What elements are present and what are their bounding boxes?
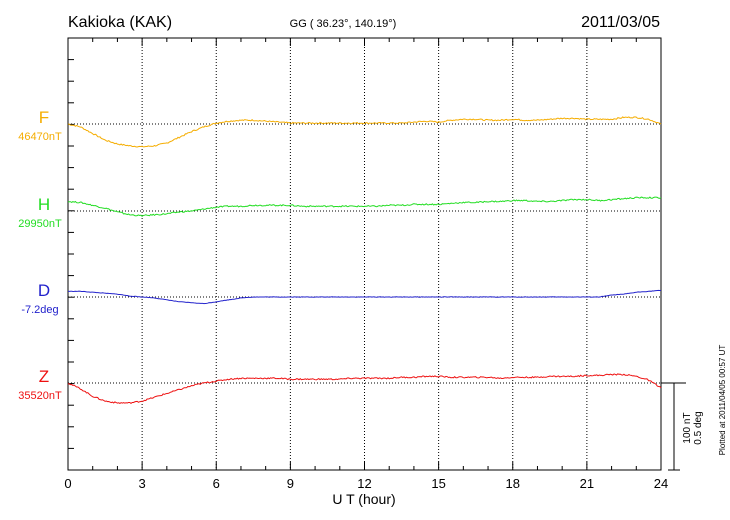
baseline-value-f: 46470nT — [18, 131, 62, 143]
x-tick-label: 18 — [506, 476, 520, 491]
station-title: Kakioka (KAK) — [68, 14, 172, 31]
plotted-timestamp: Plotted at 2011/04/05 00:57 UT — [718, 345, 727, 456]
series-name-f: F — [39, 108, 49, 127]
x-tick-label: 9 — [287, 476, 294, 491]
x-tick-label: 15 — [431, 476, 445, 491]
series-line-d — [67, 289, 662, 305]
baseline-value-z: 35520nT — [18, 390, 62, 402]
x-tick-label: 3 — [139, 476, 146, 491]
series-name-h: H — [38, 195, 50, 214]
x-tick-label: 24 — [654, 476, 668, 491]
scale-label-deg: 0.5 deg — [693, 411, 704, 444]
series-line-z — [67, 373, 662, 405]
series-line-f — [67, 116, 662, 148]
x-tick-label: 0 — [64, 476, 71, 491]
series-line-h — [67, 196, 662, 217]
x-tick-label: 6 — [213, 476, 220, 491]
x-axis-title: U T (hour) — [332, 491, 395, 507]
baseline-value-d: -7.2deg — [21, 304, 58, 316]
series-name-z: Z — [39, 367, 49, 386]
x-tick-label: 21 — [580, 476, 594, 491]
coordinates-label: GG ( 36.23°, 140.19°) — [290, 18, 397, 30]
scale-label-nt: 100 nT — [682, 412, 693, 443]
baseline-value-h: 29950nT — [18, 218, 62, 230]
date-label: 2011/03/05 — [581, 14, 660, 31]
x-tick-label: 12 — [357, 476, 371, 491]
series-name-d: D — [38, 281, 50, 300]
